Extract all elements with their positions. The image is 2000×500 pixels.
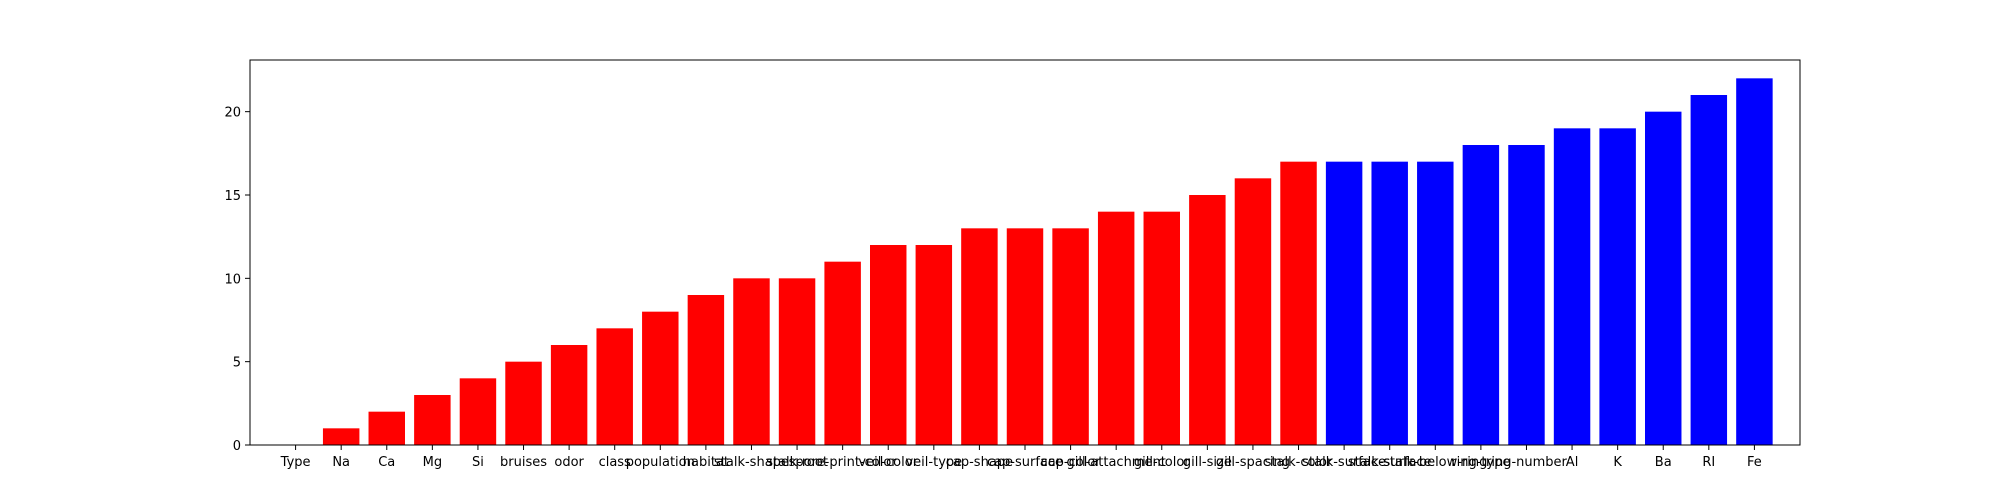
y-tick-label-1: 5 bbox=[233, 356, 241, 371]
x-tick-label-19: gill-color bbox=[1134, 455, 1190, 470]
bar-12 bbox=[824, 261, 861, 445]
bar-27 bbox=[1508, 145, 1545, 445]
x-tick-label-15: cap-shape bbox=[946, 455, 1013, 470]
bar-13 bbox=[870, 245, 907, 445]
x-tick-label-20: gill-size bbox=[1183, 455, 1232, 470]
bar-31 bbox=[1690, 95, 1728, 445]
bar-30 bbox=[1645, 111, 1682, 446]
bar-2 bbox=[368, 411, 405, 445]
x-tick-label-23: stalk-surface bbox=[1302, 455, 1386, 470]
x-tick-label-3: Mg bbox=[423, 455, 442, 470]
x-tick-label-14: veil-type bbox=[905, 455, 962, 470]
bar-32 bbox=[1736, 78, 1773, 445]
x-tick-label-27: ring-number bbox=[1486, 455, 1568, 470]
x-tick-label-18: gill-attachment bbox=[1067, 455, 1166, 470]
bar-29 bbox=[1599, 128, 1636, 445]
x-tick-label-0: Type bbox=[280, 455, 311, 470]
bar-20 bbox=[1189, 195, 1226, 445]
bar-26 bbox=[1462, 145, 1500, 445]
bar-25 bbox=[1417, 161, 1454, 446]
bar-7 bbox=[596, 328, 633, 445]
x-tick-label-29: K bbox=[1613, 455, 1622, 470]
bar-1 bbox=[322, 428, 360, 445]
bar-9 bbox=[687, 295, 725, 445]
bar-8 bbox=[642, 311, 679, 445]
bar-3 bbox=[414, 395, 451, 445]
bar-22 bbox=[1280, 161, 1317, 446]
x-tick-label-26: ring-type bbox=[1451, 455, 1510, 470]
bar-18 bbox=[1097, 211, 1135, 445]
bar-23 bbox=[1325, 161, 1363, 446]
bar-19 bbox=[1143, 211, 1180, 445]
bar-6 bbox=[550, 345, 588, 445]
x-tick-label-32: Fe bbox=[1747, 455, 1762, 470]
bar-17 bbox=[1052, 228, 1089, 445]
bar-28 bbox=[1553, 128, 1591, 445]
x-tick-label-5: bruises bbox=[500, 455, 547, 470]
bar-14 bbox=[915, 245, 953, 445]
y-tick-label-0: 0 bbox=[233, 439, 241, 454]
x-tick-label-7: class bbox=[599, 455, 631, 470]
x-tick-label-21: gill-spacing bbox=[1216, 455, 1290, 470]
bar-16 bbox=[1006, 228, 1044, 445]
x-tick-label-1: Na bbox=[332, 455, 350, 470]
bar-15 bbox=[961, 228, 998, 445]
x-tick-label-28: Al bbox=[1566, 455, 1579, 470]
x-tick-label-31: RI bbox=[1702, 455, 1715, 470]
bar-10 bbox=[733, 278, 770, 445]
x-tick-label-9: habitat bbox=[683, 455, 729, 470]
bar-11 bbox=[778, 278, 816, 445]
x-tick-label-2: Ca bbox=[378, 455, 395, 470]
x-tick-label-30: Ba bbox=[1655, 455, 1672, 470]
x-tick-label-6: odor bbox=[554, 455, 584, 470]
x-tick-label-8: population bbox=[626, 455, 695, 470]
x-tick-label-16: cap-surface bbox=[987, 455, 1063, 470]
y-tick-label-3: 15 bbox=[224, 189, 241, 204]
x-tick-label-22: stalk-color bbox=[1265, 455, 1333, 470]
x-tick-label-25: stalk-below-ring bbox=[1383, 455, 1487, 470]
y-tick-label-2: 10 bbox=[224, 272, 241, 287]
ticks-layer: 0 5 10 15 20 Type Na Ca Mg Si bruises odor classpopu… bbox=[224, 106, 1761, 470]
x-tick-label-17: cap-color bbox=[1041, 455, 1102, 470]
x-tick-label-10: stalk-shape bbox=[714, 455, 789, 470]
x-tick-label-13: veil-color bbox=[858, 455, 918, 470]
x-tick-label-24: stalk-surface bbox=[1348, 455, 1432, 470]
x-tick-label-4: Si bbox=[472, 455, 484, 470]
bar-21 bbox=[1234, 178, 1272, 445]
x-tick-label-11: stalk-root bbox=[766, 455, 828, 470]
bar-5 bbox=[505, 361, 542, 445]
y-tick-label-4: 20 bbox=[224, 106, 241, 121]
bars-layer bbox=[322, 78, 1773, 446]
bar-4 bbox=[459, 378, 497, 445]
x-tick-label-12: spore-print-color bbox=[789, 455, 898, 470]
bar-24 bbox=[1371, 161, 1408, 446]
